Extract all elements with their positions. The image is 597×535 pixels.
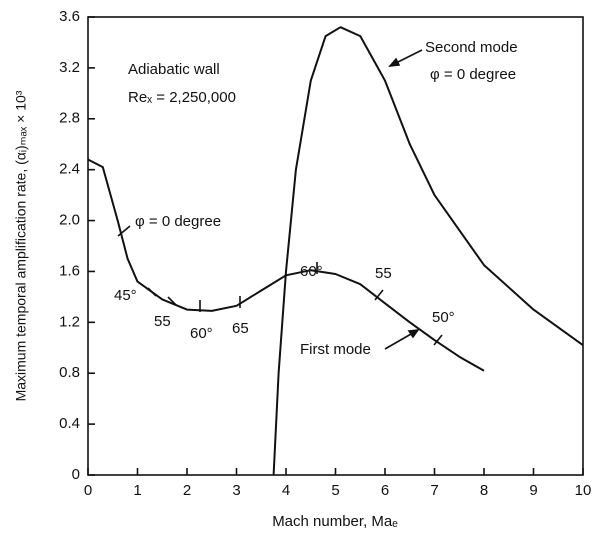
series-line xyxy=(272,26,584,476)
x-tick-label: 6 xyxy=(381,482,389,499)
y-tick-label: 2.4 xyxy=(59,161,80,178)
arrowhead xyxy=(407,329,420,339)
curve-tick xyxy=(433,334,443,346)
y-tick-label: 0.4 xyxy=(59,415,80,432)
x-tick-label: 1 xyxy=(133,482,141,499)
curve-ticks xyxy=(117,49,443,350)
annotation: 60° xyxy=(190,325,213,342)
x-tick-label: 2 xyxy=(183,482,191,499)
series-label: First mode xyxy=(300,341,371,358)
y-tick-label: 1.2 xyxy=(59,313,80,330)
annotation: 50° xyxy=(432,309,455,326)
annotation: 65 xyxy=(232,320,249,337)
x-tick-label: 10 xyxy=(575,482,592,499)
x-tick-label: 8 xyxy=(480,482,488,499)
annotation: 55 xyxy=(154,313,171,330)
y-tick-label: 0.8 xyxy=(59,364,80,381)
x-tick-label: 9 xyxy=(529,482,537,499)
x-tick-label: 4 xyxy=(282,482,290,499)
y-tick-label: 1.6 xyxy=(59,262,80,279)
curve-tick xyxy=(374,289,384,301)
y-tick-label: 3.2 xyxy=(59,59,80,76)
plot-frame xyxy=(87,16,584,476)
annotation: 55 xyxy=(375,265,392,282)
x-axis-label: Mach number, Maₑ xyxy=(272,513,398,530)
arrowhead xyxy=(388,57,401,68)
curve-tick xyxy=(117,225,131,237)
x-tick-label: 5 xyxy=(331,482,339,499)
annotation: φ = 0 degree xyxy=(430,66,516,83)
annotation: Reₓ = 2,250,000 xyxy=(128,89,236,106)
series-line xyxy=(87,158,485,372)
y-tick-label: 2.8 xyxy=(59,110,80,127)
x-tick-label: 7 xyxy=(430,482,438,499)
x-tick-label: 0 xyxy=(84,482,92,499)
y-tick-label: 0 xyxy=(72,466,80,483)
annotation: 45° xyxy=(114,287,137,304)
y-tick-label: 3.6 xyxy=(59,8,80,25)
annotation: φ = 0 degree xyxy=(135,213,221,230)
y-tick-label: 2.0 xyxy=(59,212,80,229)
y-axis-label: Maximum temporal amplification rate, (αᵢ… xyxy=(13,90,29,401)
annotation: Adiabatic wall xyxy=(128,61,220,78)
series-label: Second mode xyxy=(425,39,518,56)
x-tick-label: 3 xyxy=(232,482,240,499)
